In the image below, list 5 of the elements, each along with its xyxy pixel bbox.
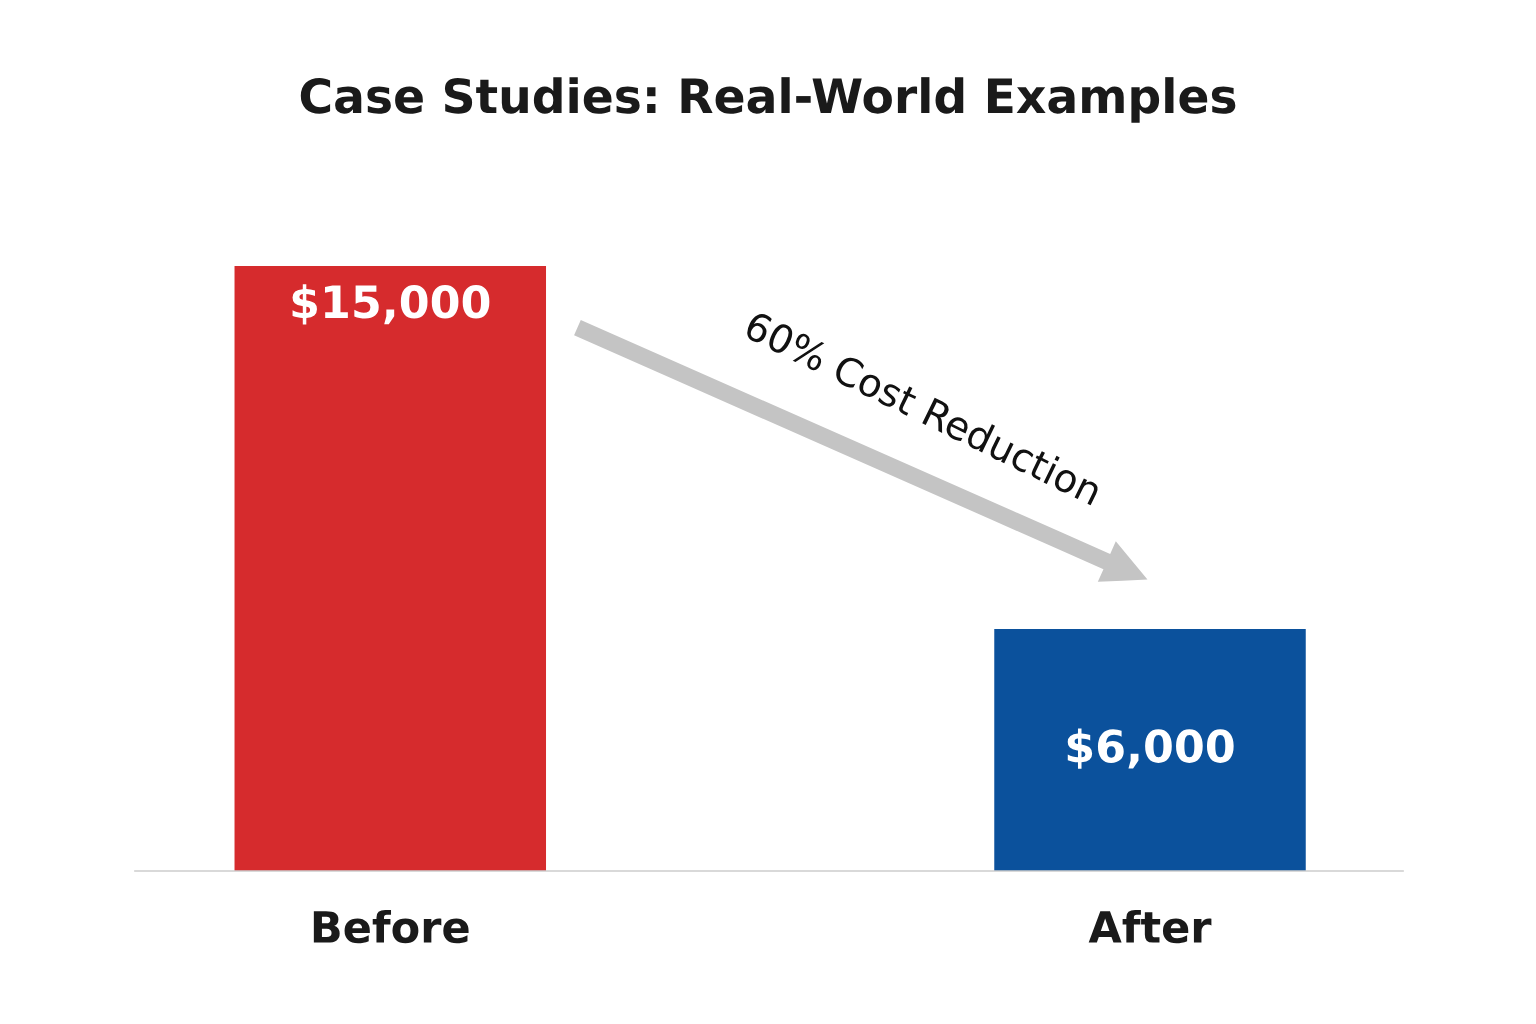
chart-title: Case Studies: Real-World Examples (300, 77, 1236, 123)
data-label: $6,000 (1067, 728, 1234, 769)
data-label: $15,000 (292, 284, 490, 325)
x-tick-label: Before (313, 909, 469, 944)
x-tick-label: After (1088, 909, 1212, 944)
